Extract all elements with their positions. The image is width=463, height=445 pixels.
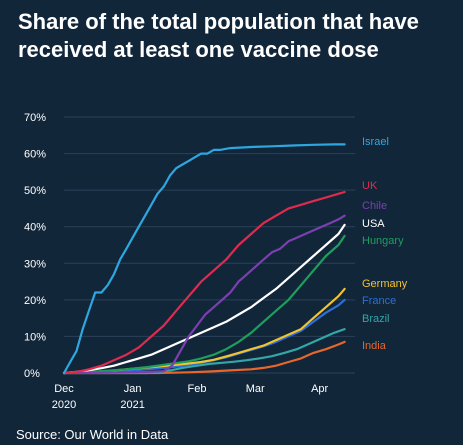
y-tick-label: 70% xyxy=(24,112,46,124)
x-axis: Dec 2020 Jan 2021 Feb Mar Apr xyxy=(52,383,329,411)
y-tick-label: 30% xyxy=(24,258,46,270)
chart-title: Share of the total population that have … xyxy=(18,8,458,64)
x-tick-label: 2021 xyxy=(120,399,144,411)
x-tick-label: Dec xyxy=(54,383,74,395)
y-axis: 0% 10% 20% 30% 40% 50% 60% 70% xyxy=(24,112,46,380)
series-line-uk xyxy=(62,190,346,375)
series-label-brazil: Brazil xyxy=(362,313,390,325)
x-tick-label: Apr xyxy=(311,383,328,395)
y-tick-label: 10% xyxy=(24,331,46,343)
chart-title-line-2: received at least one vaccine dose xyxy=(18,37,379,62)
series-line-brazil xyxy=(62,328,346,375)
x-tick-label: Feb xyxy=(188,383,207,395)
x-tick-label: Jan xyxy=(124,383,142,395)
series-label-uk: UK xyxy=(362,180,378,192)
series-label-usa: USA xyxy=(362,218,385,230)
y-tick-label: 50% xyxy=(24,185,46,197)
x-tick-label: 2020 xyxy=(52,399,76,411)
series-label-germany: Germany xyxy=(362,278,408,290)
series-line-usa xyxy=(62,223,346,375)
series-labels: Israel UK Chile USA Hungary Germany France Braz… xyxy=(362,136,408,352)
y-tick-label: 0% xyxy=(24,368,40,380)
series-line-chile xyxy=(62,214,346,375)
series-line-israel xyxy=(62,143,346,375)
source-note: Source: Our World in Data xyxy=(16,427,169,442)
y-tick-label: 40% xyxy=(24,222,46,234)
y-tick-label: 20% xyxy=(24,295,46,307)
chart-title-line-1: Share of the total population that have xyxy=(18,9,419,34)
series-label-chile: Chile xyxy=(362,200,387,212)
series-lines xyxy=(62,143,346,375)
series-label-israel: Israel xyxy=(362,136,389,148)
grid-lines xyxy=(64,116,355,374)
line-chart: 0% 10% 20% 30% 40% 50% 60% 70% Dec 2020 Jan 2021 Fe… xyxy=(24,112,408,411)
series-label-hungary: Hungary xyxy=(362,235,404,247)
y-tick-label: 60% xyxy=(24,149,46,161)
series-label-france: France xyxy=(362,295,396,307)
series-line-india xyxy=(62,340,346,375)
series-label-india: India xyxy=(362,340,387,352)
x-tick-label: Mar xyxy=(246,383,265,395)
series-line-hungary xyxy=(62,234,346,375)
